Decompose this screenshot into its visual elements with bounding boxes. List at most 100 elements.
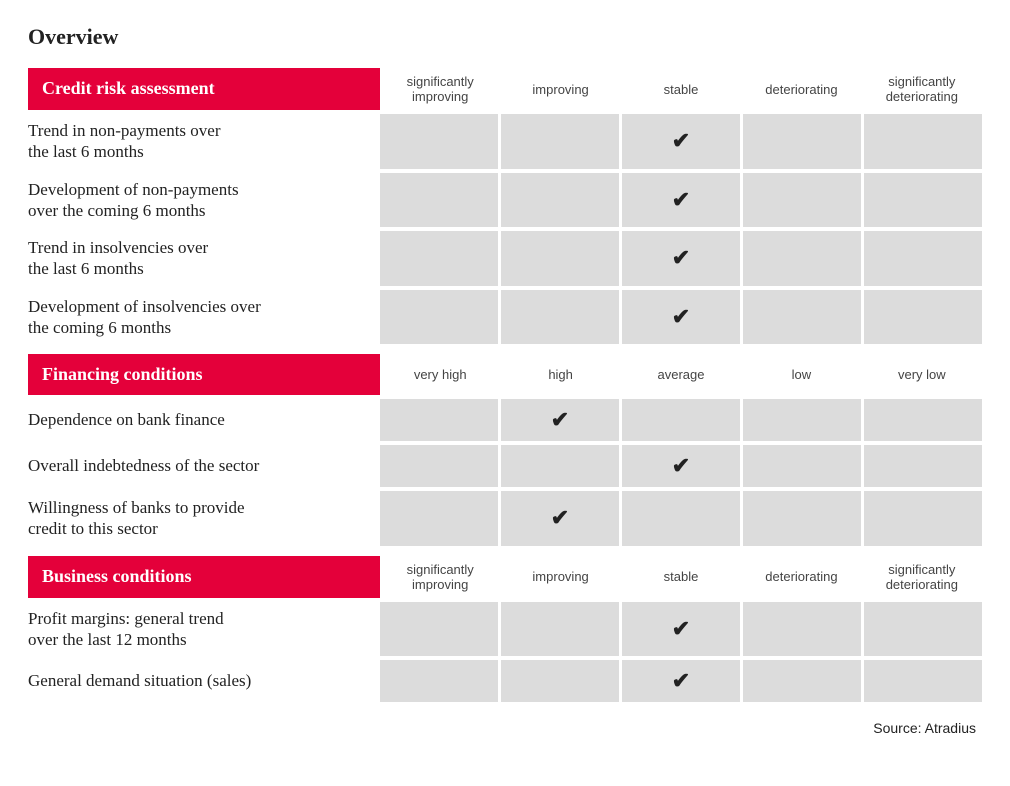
empty-cell [501,290,619,345]
check-cell: ✔ [622,173,740,228]
table-row: Development of non-payments over the com… [28,173,982,228]
empty-cell [501,445,619,487]
section-header-row: Financing conditionsvery highhighaverage… [28,354,982,395]
section-header: Business conditions [28,556,380,598]
empty-cell [501,173,619,228]
page-title: Overview [28,24,982,50]
empty-cell [622,399,740,441]
column-header: deteriorating [741,68,861,110]
check-cell: ✔ [501,491,619,546]
empty-cell [380,231,498,286]
empty-cell [380,173,498,228]
empty-cell [864,114,982,169]
empty-cell [743,491,861,546]
empty-cell [501,231,619,286]
empty-cell [622,491,740,546]
empty-cell [380,114,498,169]
check-cell: ✔ [622,602,740,657]
row-cells: ✔ [380,602,982,657]
check-cell: ✔ [622,445,740,487]
empty-cell [864,399,982,441]
check-icon: ✔ [672,668,690,694]
empty-cell [864,290,982,345]
sections-container: Credit risk assessmentsignificantly impr… [28,68,982,702]
row-cells: ✔ [380,114,982,169]
row-cells: ✔ [380,231,982,286]
column-header: stable [621,68,741,110]
column-headers: significantly improvingimprovingstablede… [380,556,982,598]
column-header: significantly improving [380,68,500,110]
column-header: very low [862,354,982,395]
section-header-row: Credit risk assessmentsignificantly impr… [28,68,982,110]
check-icon: ✔ [672,128,690,154]
empty-cell [380,290,498,345]
check-icon: ✔ [551,505,569,531]
row-label: Trend in non-payments over the last 6 mo… [28,114,380,169]
empty-cell [743,114,861,169]
column-header: significantly improving [380,556,500,598]
row-label: Willingness of banks to provide credit t… [28,491,380,546]
column-header: very high [380,354,500,395]
table-row: Trend in insolvencies over the last 6 mo… [28,231,982,286]
row-label: Dependence on bank finance [28,399,380,441]
row-label: Development of insolvencies over the com… [28,290,380,345]
column-header: low [741,354,861,395]
empty-cell [501,114,619,169]
row-cells: ✔ [380,290,982,345]
column-header: average [621,354,741,395]
table-row: Trend in non-payments over the last 6 mo… [28,114,982,169]
table-row: General demand situation (sales) ✔ [28,660,982,702]
empty-cell [501,602,619,657]
empty-cell [864,173,982,228]
check-icon: ✔ [672,616,690,642]
row-cells: ✔ [380,660,982,702]
row-cells: ✔ [380,445,982,487]
table-row: Dependence on bank finance ✔ [28,399,982,441]
check-icon: ✔ [672,245,690,271]
column-header: improving [500,556,620,598]
table-row: Willingness of banks to provide credit t… [28,491,982,546]
row-label: Trend in insolvencies over the last 6 mo… [28,231,380,286]
column-header: high [500,354,620,395]
column-headers: significantly improvingimprovingstablede… [380,68,982,110]
column-headers: very highhighaveragelowvery low [380,354,982,395]
empty-cell [743,445,861,487]
row-label: General demand situation (sales) [28,660,380,702]
empty-cell [380,491,498,546]
check-cell: ✔ [622,290,740,345]
empty-cell [743,660,861,702]
section-header: Financing conditions [28,354,380,395]
empty-cell [864,231,982,286]
section-header: Credit risk assessment [28,68,380,110]
empty-cell [501,660,619,702]
row-cells: ✔ [380,491,982,546]
check-icon: ✔ [672,304,690,330]
table-row: Overall indebtedness of the sector ✔ [28,445,982,487]
empty-cell [380,399,498,441]
check-icon: ✔ [672,453,690,479]
empty-cell [864,660,982,702]
empty-cell [380,660,498,702]
empty-cell [864,602,982,657]
check-icon: ✔ [672,187,690,213]
column-header: deteriorating [741,556,861,598]
check-cell: ✔ [501,399,619,441]
row-label: Development of non-payments over the com… [28,173,380,228]
empty-cell [864,491,982,546]
source-attribution: Source: Atradius [28,720,982,736]
check-cell: ✔ [622,114,740,169]
section-header-row: Business conditionssignificantly improvi… [28,556,982,598]
column-header: stable [621,556,741,598]
empty-cell [743,231,861,286]
empty-cell [864,445,982,487]
empty-cell [743,173,861,228]
row-cells: ✔ [380,173,982,228]
table-row: Development of insolvencies over the com… [28,290,982,345]
empty-cell [743,602,861,657]
empty-cell [380,602,498,657]
row-cells: ✔ [380,399,982,441]
column-header: significantly deteriorating [862,68,982,110]
row-label: Overall indebtedness of the sector [28,445,380,487]
empty-cell [380,445,498,487]
check-cell: ✔ [622,231,740,286]
